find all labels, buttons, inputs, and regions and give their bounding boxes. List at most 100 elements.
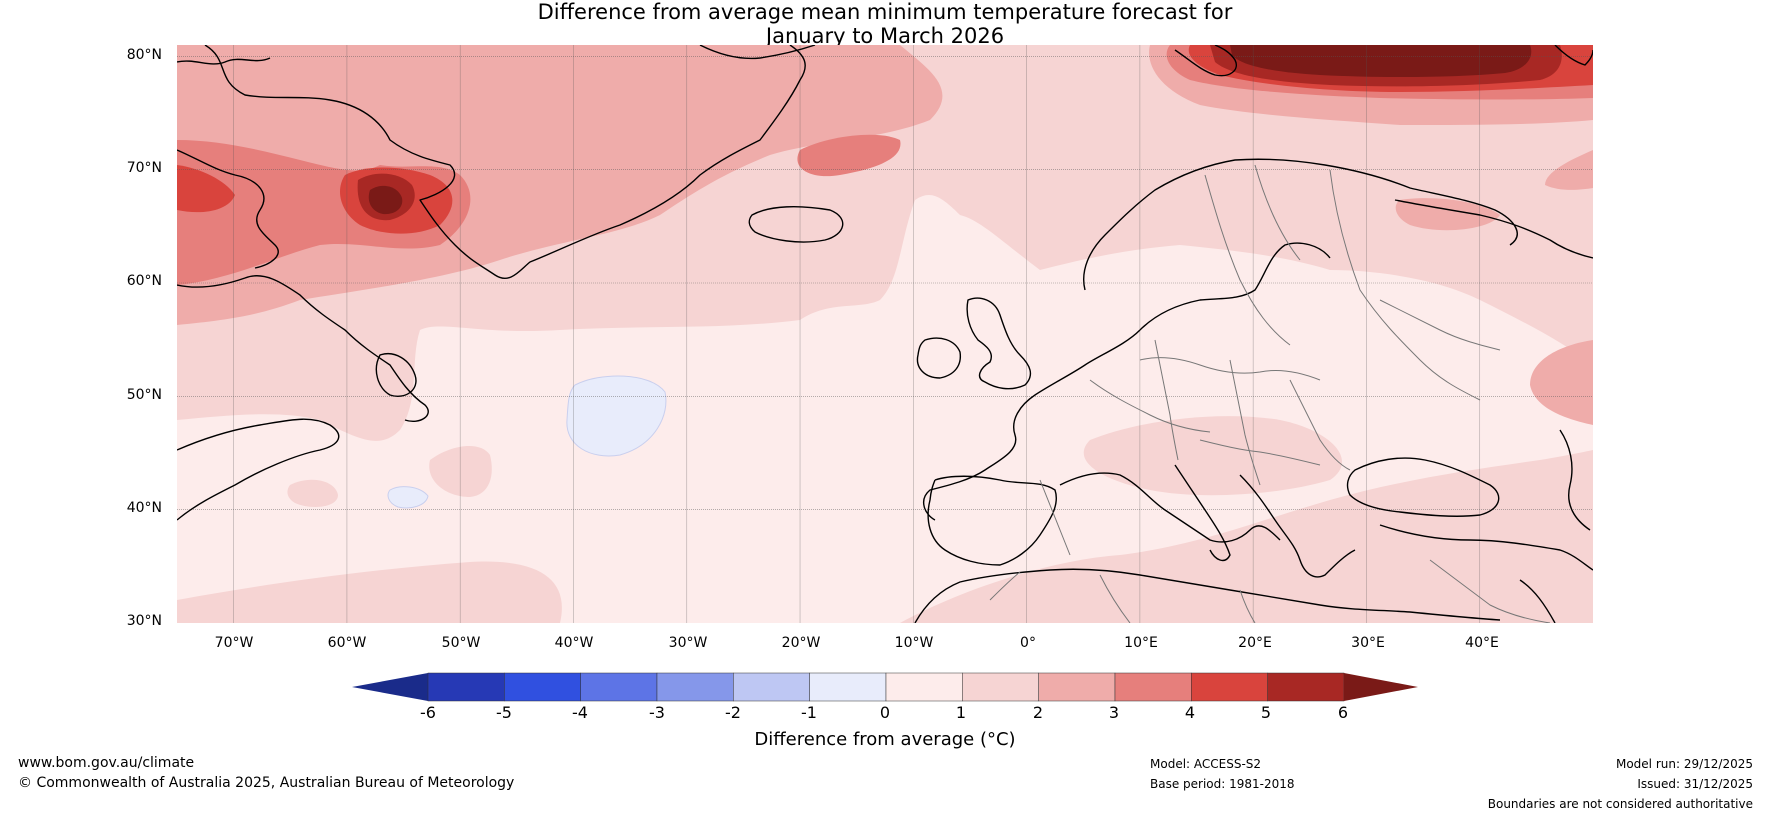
anomaly-patch-1-2-europe — [1083, 416, 1342, 496]
coast-great-britain — [966, 297, 1032, 390]
coast-kola — [1394, 199, 1593, 259]
colorbar-segment — [427, 672, 505, 702]
lon-label-60w: 60°W — [327, 635, 367, 651]
colorbar-segment — [1191, 672, 1268, 702]
lat-label-80n: 80°N — [126, 47, 162, 63]
anomaly-patch-1-2-atlantic — [429, 445, 492, 497]
anomaly-field — [177, 45, 1593, 623]
lon-label-10w: 10°W — [894, 635, 934, 651]
coast-iceland — [748, 206, 844, 243]
border-15 — [1429, 559, 1551, 623]
anomaly-patch-over-6-northeast — [1230, 45, 1532, 78]
colorbar-tick--1: -1 — [801, 703, 817, 722]
colorbar-label: Difference from average (°C) — [754, 729, 1016, 750]
colorbar-tick-3: 3 — [1108, 703, 1120, 722]
forecast-map — [177, 45, 1593, 623]
colorbar-tick-5: 5 — [1260, 703, 1272, 722]
border-13 — [1099, 574, 1131, 623]
border-2 — [1254, 164, 1301, 261]
colorbar-tick--4: -4 — [572, 703, 588, 722]
coast-caspian — [1559, 429, 1591, 531]
lon-label-10e: 10°E — [1124, 635, 1158, 651]
colorbar-segment — [580, 672, 658, 702]
coast-baltic — [1139, 242, 1331, 331]
anomaly-patch-2-3-scand — [1395, 198, 1500, 231]
border-3 — [1329, 169, 1481, 401]
footer-model: Model: ACCESS-S2 — [1150, 757, 1262, 771]
coast-black-sea — [1346, 457, 1500, 517]
footer-model-run: Model run: 29/12/2025 — [1615, 757, 1753, 771]
border-8 — [1289, 379, 1351, 471]
border-12 — [989, 571, 1021, 601]
border-14 — [1239, 589, 1256, 623]
colorbar-tick-2: 2 — [1032, 703, 1044, 722]
title-line-1: Difference from average mean minimum tem… — [537, 0, 1233, 24]
border-4 — [1139, 357, 1321, 381]
colorbar-segment — [1267, 672, 1345, 702]
coast-scandinavia — [1083, 158, 1518, 291]
coast-greenland — [204, 45, 806, 280]
lon-label-40e: 40°E — [1465, 635, 1499, 651]
coast-balkans-greece — [1239, 474, 1356, 578]
lon-label-70w: 70°W — [214, 635, 254, 651]
coast-novaya-zemlya — [1554, 45, 1593, 66]
colorbar-segments — [427, 672, 1345, 702]
colorbar-tick--6: -6 — [420, 703, 436, 722]
coast-canada-north — [177, 57, 271, 65]
colorbar-segment — [885, 672, 963, 702]
coast-italy — [1174, 464, 1231, 562]
colorbar-under-arrow — [352, 673, 428, 701]
coast-svalbard — [1174, 45, 1237, 77]
border-7 — [1229, 359, 1261, 486]
lon-label-0: 0° — [1020, 635, 1036, 651]
coast-north-africa — [914, 568, 1501, 623]
anomaly-patch-minus-1-0-small — [387, 486, 429, 509]
coast-newfoundland — [375, 353, 417, 397]
colorbar — [352, 672, 1418, 702]
colorbar-segment — [1038, 672, 1116, 702]
lat-label-30n: 30°N — [126, 613, 162, 629]
gridlines — [177, 45, 1593, 623]
coast-europe-west — [922, 329, 1141, 521]
anomaly-patch-minus-1-0-atlantic — [566, 375, 667, 457]
coast-baffin — [177, 149, 279, 269]
colorbar-segment — [1114, 672, 1192, 702]
colorbar-tick--5: -5 — [496, 703, 512, 722]
title-line-2: January to March 2026 — [765, 24, 1005, 48]
colorbar-segment — [656, 672, 734, 702]
lon-label-40w: 40°W — [554, 635, 594, 651]
lon-label-30w: 30°W — [668, 635, 708, 651]
colorbar-over-arrow — [1344, 673, 1418, 701]
colorbar-tick-6: 6 — [1337, 703, 1349, 722]
lat-label-70n: 70°N — [126, 160, 162, 176]
lat-label-50n: 50°N — [126, 387, 162, 403]
coast-greenland-east — [699, 45, 816, 60]
footer-copyright: © Commonwealth of Australia 2025, Austra… — [18, 775, 515, 791]
chart-title: Difference from average mean minimum tem… — [0, 0, 1770, 48]
lon-label-20e: 20°E — [1238, 635, 1272, 651]
coastlines — [177, 45, 1593, 623]
coast-gulf-st-lawrence — [177, 418, 340, 521]
coast-labrador — [177, 275, 429, 422]
colorbar-tick--3: -3 — [649, 703, 665, 722]
lon-label-30e: 30°E — [1351, 635, 1385, 651]
anomaly-patch-2-3-east — [1530, 340, 1593, 425]
country-borders — [989, 164, 1551, 623]
colorbar-segment — [733, 672, 810, 702]
lon-label-20w: 20°W — [781, 635, 821, 651]
colorbar-tick-0: 0 — [879, 703, 891, 722]
anomaly-patch-1-2-atlantic-2 — [287, 479, 338, 507]
coast-turkey-east-med — [1379, 524, 1593, 571]
coast-mediterranean-north — [1059, 472, 1281, 543]
colorbar-segment — [504, 672, 581, 702]
anomaly-patch-over-6-labrador — [368, 185, 403, 215]
border-5 — [1089, 379, 1211, 433]
lat-label-40n: 40°N — [126, 500, 162, 516]
footer-base-period: Base period: 1981-2018 — [1150, 777, 1295, 791]
anomaly-patch-1-2-south — [900, 450, 1593, 623]
colorbar-tick-4: 4 — [1184, 703, 1196, 722]
anomaly-patch-1-2-sw — [177, 561, 562, 623]
colorbar-segment — [962, 672, 1039, 702]
border-10 — [1199, 439, 1321, 466]
footer-issued: Issued: 31/12/2025 — [1637, 777, 1753, 791]
